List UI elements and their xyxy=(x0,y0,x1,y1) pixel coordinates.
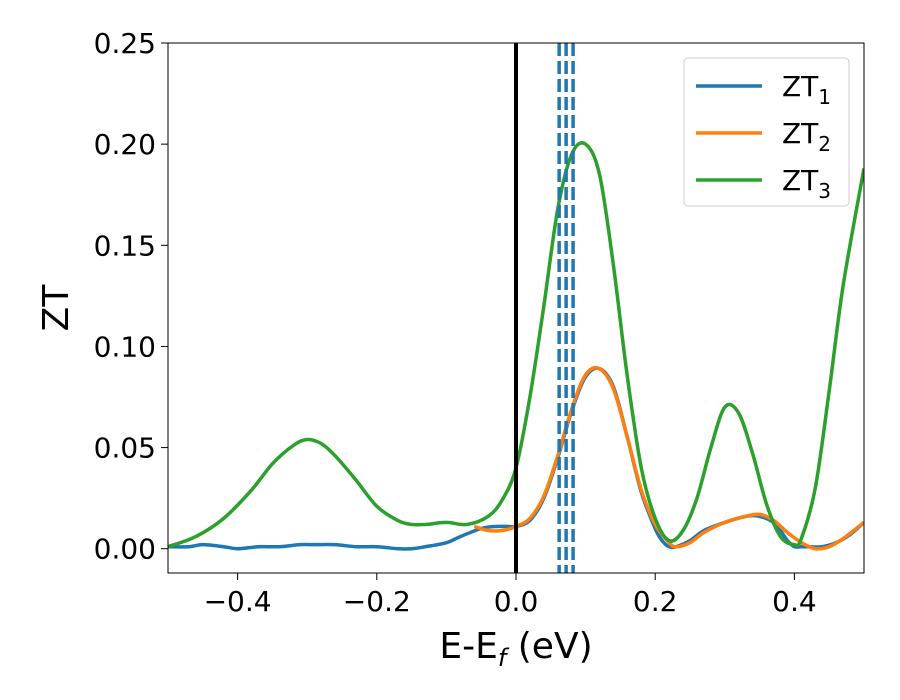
x-axis-label-unit: (eV) xyxy=(506,626,592,667)
y-tick-label: 0.05 xyxy=(94,432,156,465)
x-tick-label: 0.0 xyxy=(494,585,539,618)
x-axis-ticks: −0.4 −0.2 0.0 0.2 0.4 xyxy=(204,573,817,618)
y-tick-label: 0.00 xyxy=(94,533,156,566)
y-tick-label: 0.25 xyxy=(94,27,156,60)
y-tick-label: 0.15 xyxy=(94,229,156,262)
x-tick-label: −0.2 xyxy=(343,585,411,618)
y-axis-label: ZT xyxy=(36,284,77,332)
y-axis-ticks: 0.00 0.05 0.10 0.15 0.20 0.25 xyxy=(94,27,168,566)
legend-label-zt3: ZT3 xyxy=(782,164,831,203)
x-axis-label: E-Ef (eV) xyxy=(439,626,592,672)
x-tick-label: 0.4 xyxy=(772,585,817,618)
y-tick-label: 0.10 xyxy=(94,330,156,363)
y-tick-label: 0.20 xyxy=(94,128,156,161)
legend-label-zt2: ZT2 xyxy=(782,117,831,156)
legend-label-zt1: ZT1 xyxy=(782,70,831,109)
legend: ZT1 ZT2 ZT3 xyxy=(683,57,850,207)
vertical-lines xyxy=(514,43,575,573)
x-tick-label: 0.2 xyxy=(633,585,678,618)
legend-box xyxy=(683,57,850,207)
x-tick-label: −0.4 xyxy=(204,585,272,618)
